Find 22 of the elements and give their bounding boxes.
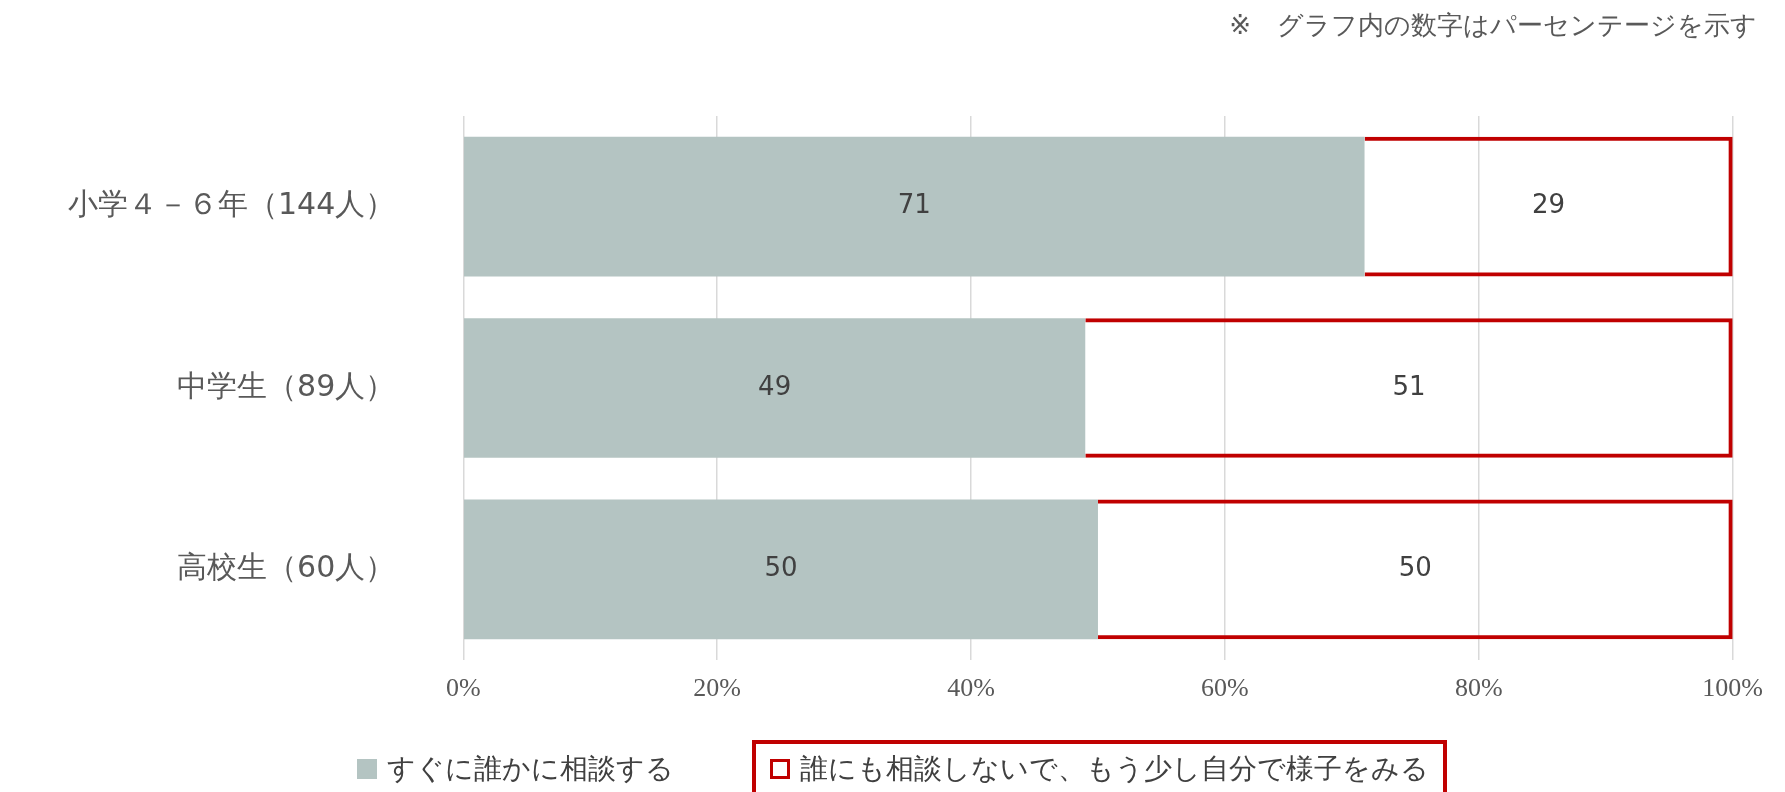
y-tick-label: 小学４－６年（144人）: [68, 186, 396, 222]
y-tick-label: 高校生（60人）: [177, 549, 396, 585]
outline-frame: 誰にも相談しないで、もう少し自分で様子をみる: [751, 740, 1447, 792]
data-label: 29: [1532, 189, 1566, 220]
y-tick-label: 中学生（89人）: [177, 367, 396, 403]
bar: [464, 499, 1098, 640]
text: ※ グラフ内の数字はパーセンテージを示す: [1229, 10, 1757, 40]
bar: [464, 318, 1086, 458]
data-label: 49: [758, 370, 792, 401]
data-label: 50: [764, 552, 798, 583]
x-tick-label: 60%: [1201, 673, 1249, 703]
data-label: 71: [897, 189, 931, 220]
legend-label: すぐに誰かに相談する: [386, 751, 674, 787]
data-label: 51: [1392, 370, 1426, 401]
x-tick-label: 80%: [1454, 673, 1503, 703]
x-tick-label: 100%: [1702, 673, 1764, 703]
x-tick-label: 40%: [947, 673, 995, 703]
legend-label: 誰にも相談しないで、もう少し自分で様子をみる: [799, 751, 1429, 787]
bar: [464, 136, 1365, 277]
x-tick-label: 20%: [693, 673, 741, 703]
x-tick-label: 0%: [445, 673, 481, 703]
data-label: 50: [1398, 552, 1432, 583]
